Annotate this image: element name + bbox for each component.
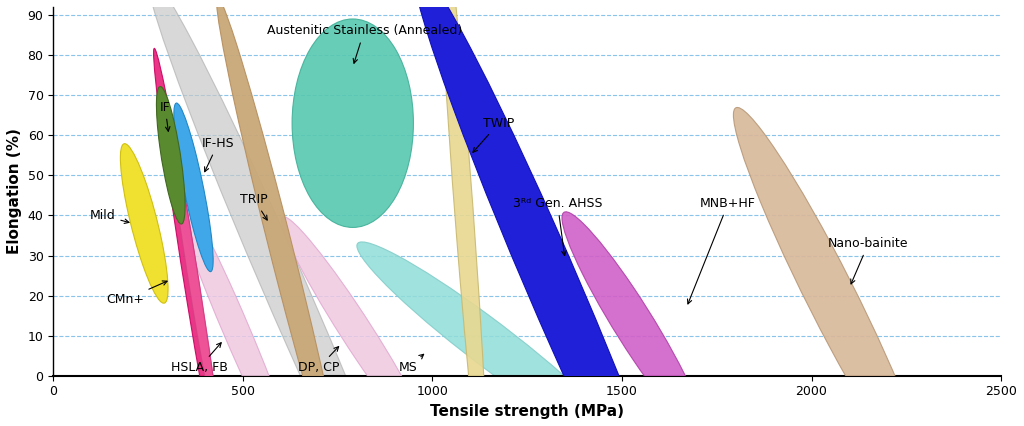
Text: MS: MS [398,354,424,374]
Ellipse shape [282,217,432,426]
Ellipse shape [733,107,928,426]
Ellipse shape [167,118,220,426]
Ellipse shape [413,0,694,426]
Text: CMn+: CMn+ [106,281,167,306]
Text: TRIP: TRIP [241,193,268,220]
Y-axis label: Elongation (%): Elongation (%) [7,128,22,254]
Ellipse shape [147,0,429,426]
Text: IF: IF [160,101,170,131]
Text: DP, CP: DP, CP [298,347,339,374]
Text: MNB+HF: MNB+HF [687,197,756,304]
X-axis label: Tensile strength (MPa): Tensile strength (MPa) [430,404,625,419]
Text: Mild: Mild [90,209,129,223]
Ellipse shape [121,144,168,303]
Text: 3ᴿᵈ Gen. AHSS: 3ᴿᵈ Gen. AHSS [513,197,602,256]
Ellipse shape [157,86,185,224]
Ellipse shape [292,19,414,227]
Text: TWIP: TWIP [473,117,514,152]
Ellipse shape [216,0,345,426]
Ellipse shape [562,212,705,426]
Ellipse shape [154,48,226,426]
Ellipse shape [437,0,487,426]
Text: Nano-bainite: Nano-bainite [828,237,908,284]
Text: IF-HS: IF-HS [202,137,234,172]
Ellipse shape [172,182,298,426]
Text: Austenitic Stainless (Annealed): Austenitic Stainless (Annealed) [266,25,462,63]
Ellipse shape [174,103,213,272]
Text: HSLA, FB: HSLA, FB [171,343,227,374]
Ellipse shape [357,242,622,426]
